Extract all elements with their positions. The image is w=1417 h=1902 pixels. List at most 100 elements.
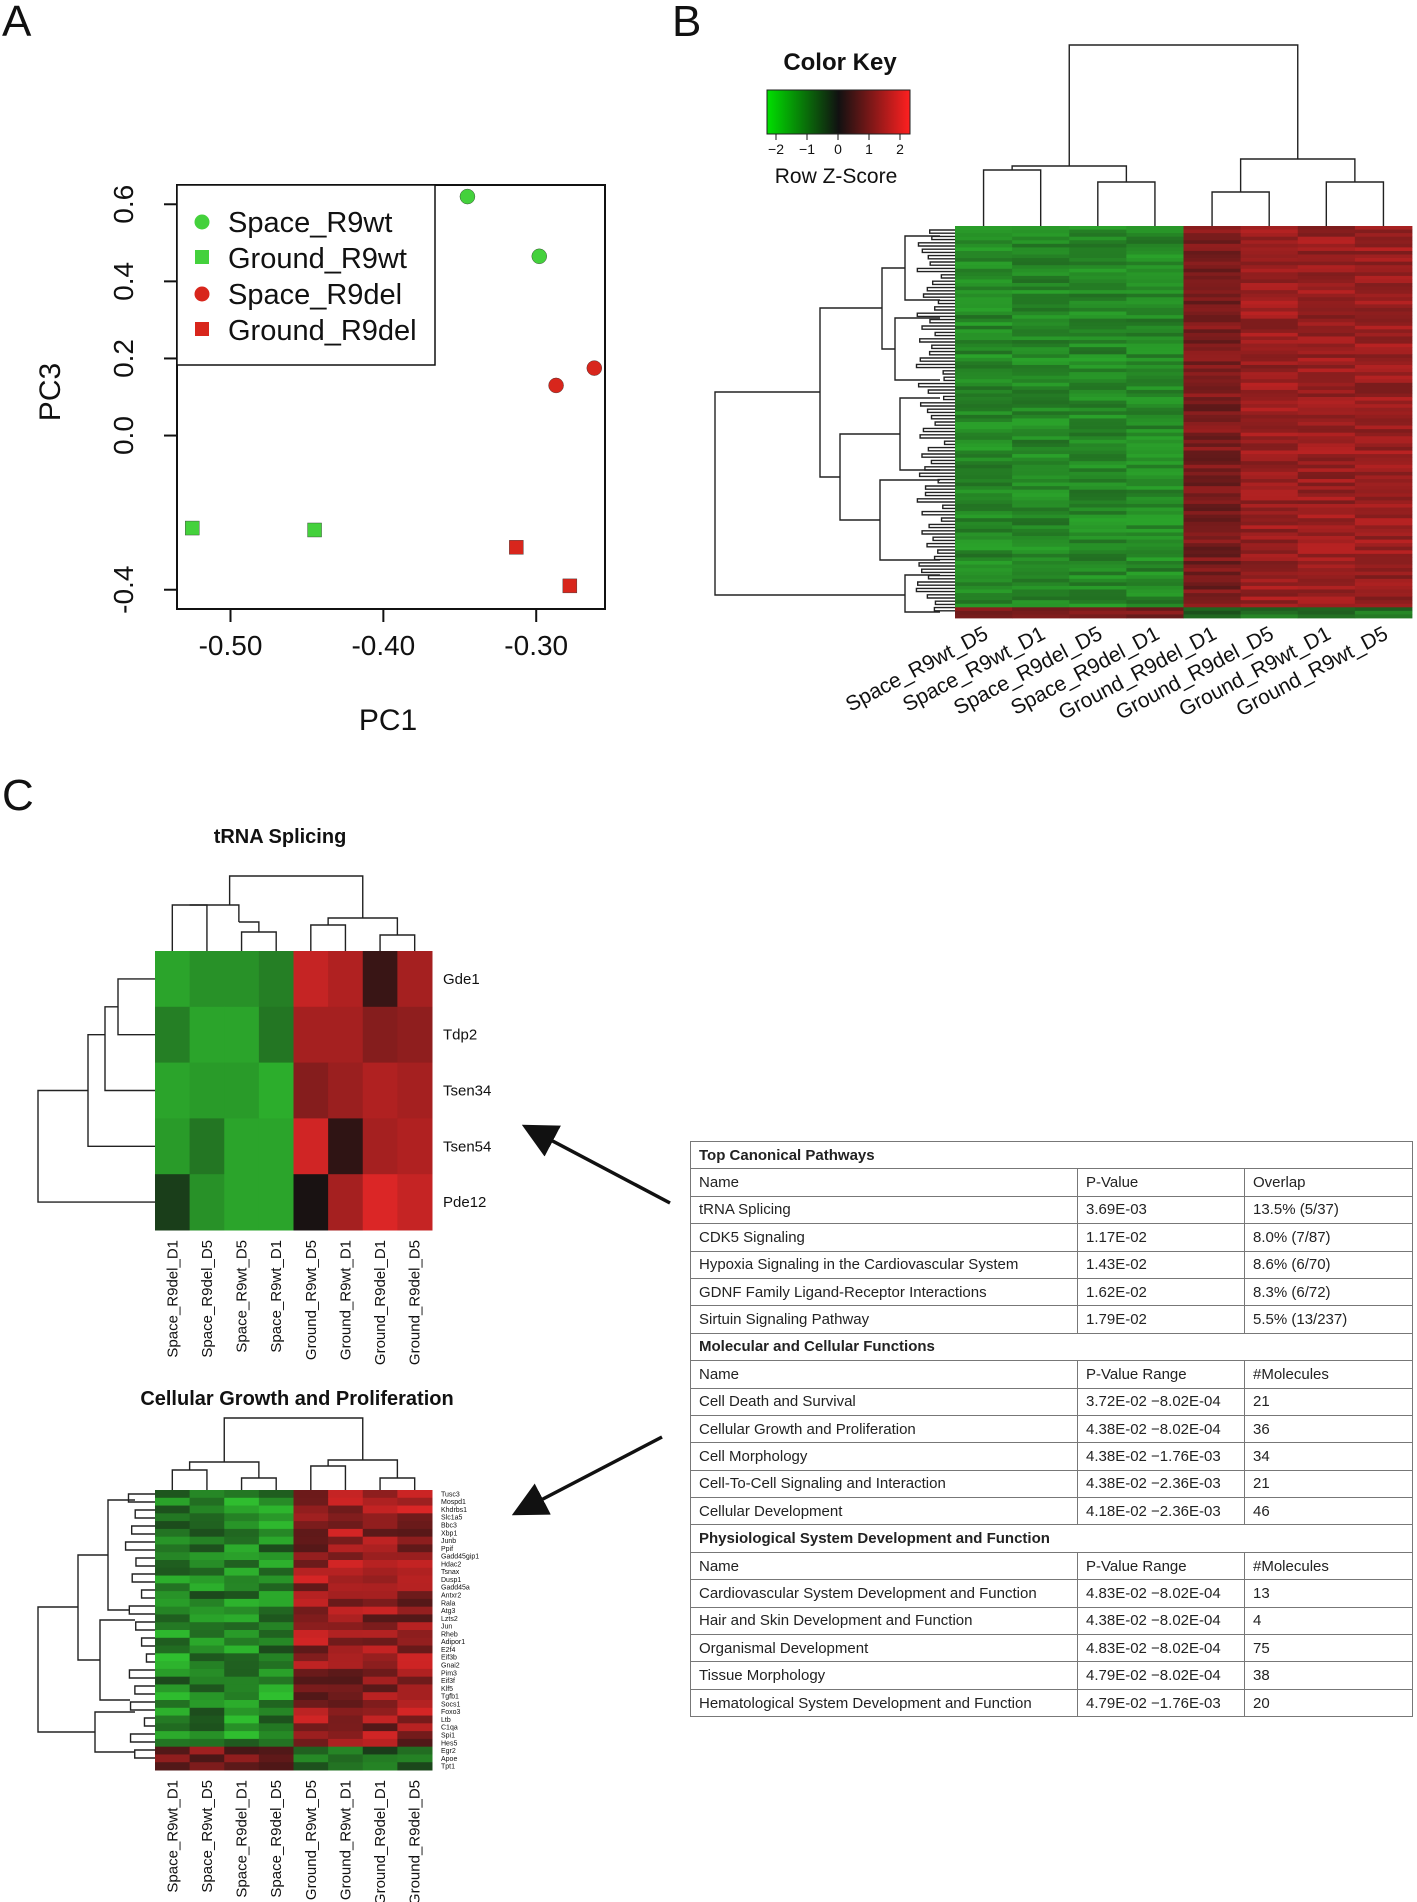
heat-cell: [189, 1746, 225, 1755]
table-cell: 3.69E-03: [1077, 1195, 1245, 1225]
heat-cell: [1126, 226, 1184, 230]
heat-cell: [293, 1490, 329, 1499]
heat-cell: [1183, 336, 1242, 341]
heat-cell: [1126, 475, 1184, 480]
dendro-leaf: [926, 286, 955, 292]
heat-cell: [155, 1118, 191, 1175]
gene-label: Gnai2: [441, 1663, 460, 1670]
heat-cell: [189, 1676, 225, 1685]
heat-cell: [362, 1692, 398, 1701]
heat-cell: [1126, 332, 1184, 337]
heat-cell: [1240, 454, 1299, 459]
heat-cell: [362, 1575, 398, 1584]
heat-cell: [1240, 503, 1299, 508]
heat-cell: [1297, 315, 1356, 320]
heat-cell: [1183, 503, 1242, 508]
heat-cell: [1240, 236, 1299, 241]
heat-cell: [1354, 585, 1413, 590]
heat-cell: [1069, 364, 1127, 369]
heat-cell: [397, 1528, 433, 1538]
table-row: Hematological System Development and Fun…: [690, 1688, 1413, 1718]
heat-cell: [1012, 589, 1070, 594]
heat-cell: [224, 1544, 260, 1553]
heat-cell: [1240, 233, 1299, 238]
heat-cell: [1240, 250, 1299, 255]
heat-cell: [1069, 543, 1127, 548]
dendro-leaf: [128, 1605, 155, 1615]
heat-cell: [1183, 343, 1242, 348]
heat-cell: [1354, 386, 1413, 391]
table-cell: 21: [1244, 1387, 1413, 1416]
gene-label: C1qa: [441, 1725, 458, 1732]
heat-cell: [1069, 500, 1127, 505]
heat-cell: [1126, 243, 1184, 248]
heat-cell: [1240, 550, 1299, 555]
heat-cell: [189, 1544, 225, 1553]
heat-cell: [155, 1062, 191, 1119]
heat-cell: [328, 1606, 364, 1615]
heat-cell: [955, 521, 1013, 526]
heat-cell: [1297, 528, 1356, 533]
heat-cell: [224, 1567, 260, 1577]
heat-cell: [1354, 596, 1413, 601]
heat-cell: [1183, 283, 1242, 287]
heat-cell: [1183, 429, 1242, 434]
heat-cell: [1297, 254, 1356, 259]
heat-cell: [1183, 539, 1242, 544]
heat-cell: [224, 1505, 260, 1514]
heat-cell: [1069, 304, 1127, 309]
heat-cell: [1012, 432, 1070, 437]
heat-cell: [1069, 275, 1127, 280]
heat-cell: [1069, 233, 1127, 238]
heat-cell: [1069, 286, 1127, 291]
heat-cell: [955, 283, 1013, 287]
heat-cell: [1069, 354, 1127, 359]
heat-cell: [1183, 329, 1242, 334]
heat-cell: [362, 1738, 398, 1748]
heat-cell: [362, 1684, 398, 1693]
heat-cell: [189, 1575, 225, 1584]
heat-cell: [1012, 457, 1070, 462]
column-header: Name: [690, 1168, 1078, 1197]
heat-cell: [1012, 311, 1070, 316]
heat-cell: [1354, 247, 1413, 252]
heat-cell: [1240, 315, 1299, 320]
dendro-branch: [104, 1006, 155, 1092]
heatmap-cellular-growth: Cellular Growth and Proliferation Tusc3M…: [37, 1388, 479, 1902]
heat-cell: [258, 1544, 294, 1553]
heat-cell: [955, 607, 1013, 612]
table-cell: 4.38E-02 −2.36E-03: [1077, 1469, 1245, 1499]
heat-cell: [1069, 293, 1127, 298]
heatmap-trna-title: tRNA Splicing: [214, 826, 347, 848]
heatmap-trna-cells: [155, 951, 433, 1231]
color-key-tick-label: 2: [896, 141, 904, 157]
heat-cell: [397, 1707, 433, 1717]
heat-cell: [258, 1591, 294, 1600]
column-label: Ground_R9wt_D1: [337, 1240, 354, 1360]
heat-cell: [1183, 357, 1242, 362]
heat-cell: [1126, 439, 1184, 444]
heat-cell: [1240, 343, 1299, 348]
heat-cell: [362, 1560, 398, 1569]
heat-cell: [1183, 471, 1242, 476]
heat-cell: [1183, 229, 1242, 234]
dendro-leaf: [927, 254, 955, 260]
heat-cell: [397, 1731, 433, 1740]
table-cell: 4.38E-02 −8.02E-04: [1077, 1414, 1245, 1444]
heat-cell: [1069, 322, 1127, 327]
heat-cell: [955, 486, 1013, 491]
heat-cell: [362, 1661, 398, 1670]
heat-cell: [1354, 347, 1413, 352]
heat-cell: [224, 1560, 260, 1569]
heat-cell: [1354, 560, 1413, 565]
heat-cell: [1354, 550, 1413, 555]
heat-cell: [293, 1723, 329, 1732]
heatmap-trna-column-dendrogram: [171, 875, 416, 951]
heat-cell: [1012, 325, 1070, 330]
heat-cell: [1297, 397, 1356, 402]
heat-cell: [1183, 564, 1242, 569]
heat-cell: [1126, 407, 1184, 412]
heat-cell: [1297, 550, 1356, 555]
heat-cell: [1354, 532, 1413, 537]
heat-cell: [955, 543, 1013, 548]
